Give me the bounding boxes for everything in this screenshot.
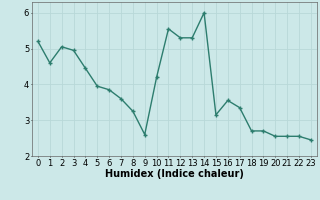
X-axis label: Humidex (Indice chaleur): Humidex (Indice chaleur)	[105, 169, 244, 179]
